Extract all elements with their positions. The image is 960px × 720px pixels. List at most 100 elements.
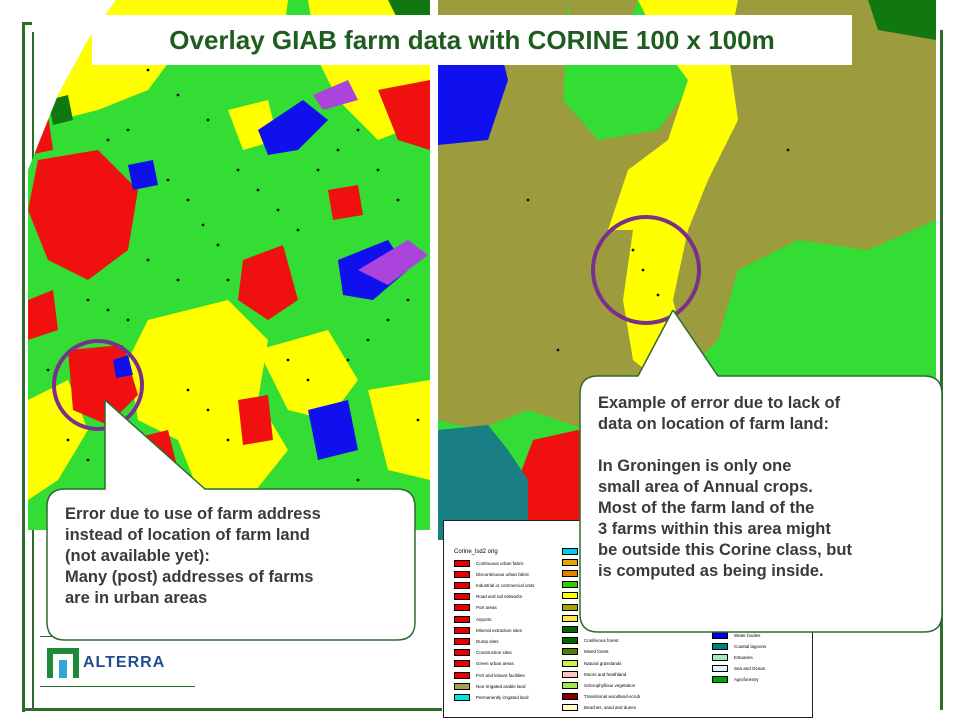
legend-item: Permanently irrigated land bbox=[454, 693, 529, 701]
legend-label: Beaches, sand and dunes bbox=[584, 705, 637, 711]
legend-item: Construction sites bbox=[454, 649, 512, 657]
legend-swatch bbox=[454, 660, 470, 668]
legend-item bbox=[562, 614, 584, 622]
legend-item: Estuaries bbox=[712, 653, 753, 661]
legend-swatch bbox=[562, 592, 578, 600]
callout-left-text: Error due to use of farm address instead … bbox=[65, 504, 321, 609]
legend-item: Airports bbox=[454, 615, 492, 623]
legend-item: Non-irrigated arable land bbox=[454, 682, 526, 690]
water-area bbox=[308, 400, 358, 460]
legend-item: Road and rail networks bbox=[454, 593, 522, 601]
legend-label: Agroforestry bbox=[734, 677, 759, 683]
legend-item: Natural grasslands bbox=[562, 659, 622, 667]
legend-label: Dump sites bbox=[476, 638, 499, 644]
legend-label: Road and rail networks bbox=[476, 594, 523, 600]
callout-line: be outside this Corine class, but bbox=[598, 541, 852, 559]
legend-label: Estuaries bbox=[734, 654, 753, 660]
legend-swatch bbox=[454, 615, 470, 623]
callout-line: Most of the farm land of the bbox=[598, 499, 815, 517]
legend-label: Green urban areas bbox=[476, 661, 514, 667]
alterra-logo: ALTERRA bbox=[40, 638, 195, 686]
legend-swatch bbox=[454, 649, 470, 657]
legend-swatch bbox=[454, 604, 470, 612]
legend-label: Coastal lagoons bbox=[734, 643, 767, 649]
callout-line: 3 farms within this area might bbox=[598, 520, 831, 538]
error-highlight-circle bbox=[52, 339, 144, 431]
legend-item: Continuous urban fabric bbox=[454, 559, 524, 567]
callout-line: Error due to use of farm address bbox=[65, 505, 321, 523]
frame-left-line bbox=[22, 22, 25, 712]
legend-swatch bbox=[562, 704, 578, 712]
groningen-highlight-circle bbox=[591, 215, 701, 325]
legend-item: Green urban areas bbox=[454, 660, 514, 668]
legend-swatch bbox=[562, 603, 578, 611]
legend-swatch bbox=[562, 558, 578, 566]
callout-left-shape bbox=[46, 400, 416, 641]
callout-line: are in urban areas bbox=[65, 589, 208, 607]
legend-label: Discontinuous urban fabric bbox=[476, 571, 530, 577]
legend-item: Mineral extraction sites bbox=[454, 626, 522, 634]
legend-item: Discontinuous urban fabric bbox=[454, 570, 529, 578]
legend-swatch bbox=[454, 559, 470, 567]
urban-area bbox=[378, 80, 430, 150]
legend-item: Sea and Ocean bbox=[712, 665, 765, 673]
legend-swatch bbox=[562, 547, 578, 555]
callout-line bbox=[598, 435, 852, 456]
arable-area bbox=[608, 0, 738, 380]
heath-area bbox=[313, 80, 358, 110]
water-area bbox=[113, 355, 133, 378]
legend-swatch bbox=[562, 670, 578, 678]
farm-dots bbox=[46, 58, 420, 492]
water-area bbox=[438, 40, 508, 145]
frame-bottom-line bbox=[22, 708, 442, 711]
alterra-logo-icon bbox=[47, 648, 79, 678]
legend-label: Non-irrigated arable land bbox=[476, 683, 526, 689]
legend-label: Mixed forest bbox=[584, 649, 609, 655]
legend-swatch bbox=[712, 642, 728, 650]
legend-label: Continuous urban fabric bbox=[476, 560, 524, 566]
legend-item: Port areas bbox=[454, 604, 497, 612]
legend-item bbox=[562, 547, 584, 555]
legend-label: Coniferous forest bbox=[584, 638, 619, 644]
legend-swatch bbox=[562, 681, 578, 689]
legend-swatch bbox=[454, 693, 470, 701]
legend-item: Dump sites bbox=[454, 637, 499, 645]
legend-item bbox=[562, 603, 584, 611]
legend-swatch bbox=[562, 648, 578, 656]
legend-item bbox=[562, 569, 584, 577]
slide-title: Overlay GIAB farm data with CORINE 100 x… bbox=[92, 15, 852, 65]
legend-item bbox=[562, 592, 584, 600]
legend-label: Port and leisure facilities bbox=[476, 672, 525, 678]
legend-item: Industrial or commercial units bbox=[454, 581, 535, 589]
legend-item: Agroforestry bbox=[712, 676, 759, 684]
legend-swatch bbox=[454, 581, 470, 589]
urban-area bbox=[238, 245, 298, 320]
water-area bbox=[258, 100, 328, 155]
alterra-logo-text: ALTERRA bbox=[83, 654, 166, 671]
legend-swatch bbox=[712, 653, 728, 661]
legend-item: Mixed forest bbox=[562, 648, 609, 656]
legend-label: Sclerophyllous vegetation bbox=[584, 682, 636, 688]
legend-title: Corine_lsd2 orig bbox=[454, 549, 498, 555]
arable-area bbox=[258, 330, 358, 420]
callout-right-text: Example of error due to lack of data on l… bbox=[598, 393, 852, 582]
legend-label: Permanently irrigated land bbox=[476, 694, 529, 700]
legend-label: Moors and heathland bbox=[584, 671, 627, 677]
arable-area bbox=[368, 380, 430, 480]
urban-area bbox=[238, 395, 273, 445]
legend-label: Airports bbox=[476, 616, 492, 622]
legend-item: Coastal lagoons bbox=[712, 642, 766, 650]
legend-item: Beaches, sand and dunes bbox=[562, 704, 636, 712]
legend-item: Transitional woodland-scrub bbox=[562, 693, 640, 701]
forest-area bbox=[868, 0, 936, 40]
legend-swatch bbox=[562, 614, 578, 622]
legend-swatch bbox=[454, 671, 470, 679]
legend-item: Moors and heathland bbox=[562, 670, 626, 678]
legend-label: Natural grasslands bbox=[584, 660, 622, 666]
legend-item bbox=[562, 581, 584, 589]
legend-swatch bbox=[562, 637, 578, 645]
legend-swatch bbox=[562, 569, 578, 577]
legend-swatch bbox=[454, 570, 470, 578]
callout-line: is computed as being inside. bbox=[598, 562, 824, 580]
water-area bbox=[128, 160, 158, 190]
